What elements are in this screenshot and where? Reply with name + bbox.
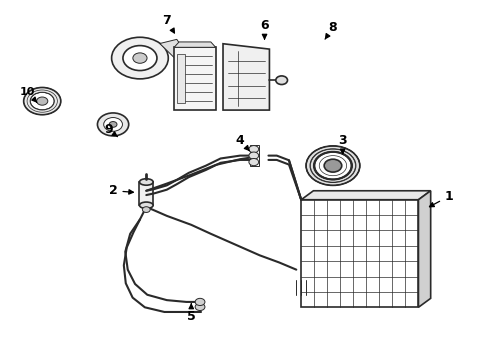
Text: 7: 7 <box>163 14 174 33</box>
Bar <box>176 54 185 103</box>
Polygon shape <box>160 39 182 60</box>
Bar <box>140 182 153 205</box>
Polygon shape <box>223 44 270 110</box>
Text: 6: 6 <box>260 19 269 39</box>
Circle shape <box>98 113 129 136</box>
Circle shape <box>109 122 117 127</box>
Text: 3: 3 <box>339 134 347 154</box>
Circle shape <box>133 53 147 63</box>
Circle shape <box>112 37 168 79</box>
Bar <box>250 145 259 166</box>
Circle shape <box>143 207 150 212</box>
Circle shape <box>104 117 122 131</box>
Circle shape <box>30 92 54 110</box>
Polygon shape <box>301 191 431 200</box>
Ellipse shape <box>140 179 153 185</box>
Circle shape <box>249 158 259 166</box>
Text: 9: 9 <box>104 123 118 137</box>
Circle shape <box>306 146 360 185</box>
Text: 10: 10 <box>20 87 37 102</box>
Bar <box>174 47 216 110</box>
Circle shape <box>24 87 61 115</box>
Circle shape <box>324 159 342 172</box>
Polygon shape <box>418 191 431 307</box>
Ellipse shape <box>140 202 153 208</box>
Circle shape <box>37 97 48 105</box>
Polygon shape <box>174 42 216 47</box>
Circle shape <box>249 145 259 153</box>
Circle shape <box>315 152 351 179</box>
Bar <box>301 200 418 307</box>
Circle shape <box>276 76 288 85</box>
Text: 1: 1 <box>429 190 454 207</box>
Circle shape <box>324 159 342 172</box>
Circle shape <box>195 303 205 311</box>
Text: 4: 4 <box>236 134 249 150</box>
Circle shape <box>123 46 157 71</box>
Circle shape <box>195 298 205 306</box>
Text: 2: 2 <box>109 184 133 197</box>
Text: 5: 5 <box>187 304 196 323</box>
Circle shape <box>249 152 259 159</box>
Text: 8: 8 <box>325 21 337 39</box>
